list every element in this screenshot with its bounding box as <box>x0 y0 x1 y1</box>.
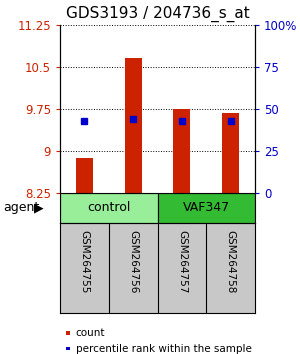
Bar <box>173 109 190 193</box>
Title: GDS3193 / 204736_s_at: GDS3193 / 204736_s_at <box>66 6 249 22</box>
Text: VAF347: VAF347 <box>183 201 230 215</box>
Text: GSM264756: GSM264756 <box>128 230 138 293</box>
Text: GSM264757: GSM264757 <box>177 230 187 293</box>
Bar <box>60 193 158 223</box>
Text: percentile rank within the sample: percentile rank within the sample <box>76 344 251 354</box>
Text: ▶: ▶ <box>34 201 44 215</box>
Text: GSM264755: GSM264755 <box>80 230 89 293</box>
Bar <box>222 113 239 193</box>
Bar <box>124 58 142 193</box>
Text: GSM264758: GSM264758 <box>226 230 236 293</box>
Bar <box>76 158 93 193</box>
Text: agent: agent <box>3 201 39 215</box>
Text: control: control <box>87 201 130 215</box>
Text: count: count <box>76 328 105 338</box>
Bar <box>158 193 255 223</box>
